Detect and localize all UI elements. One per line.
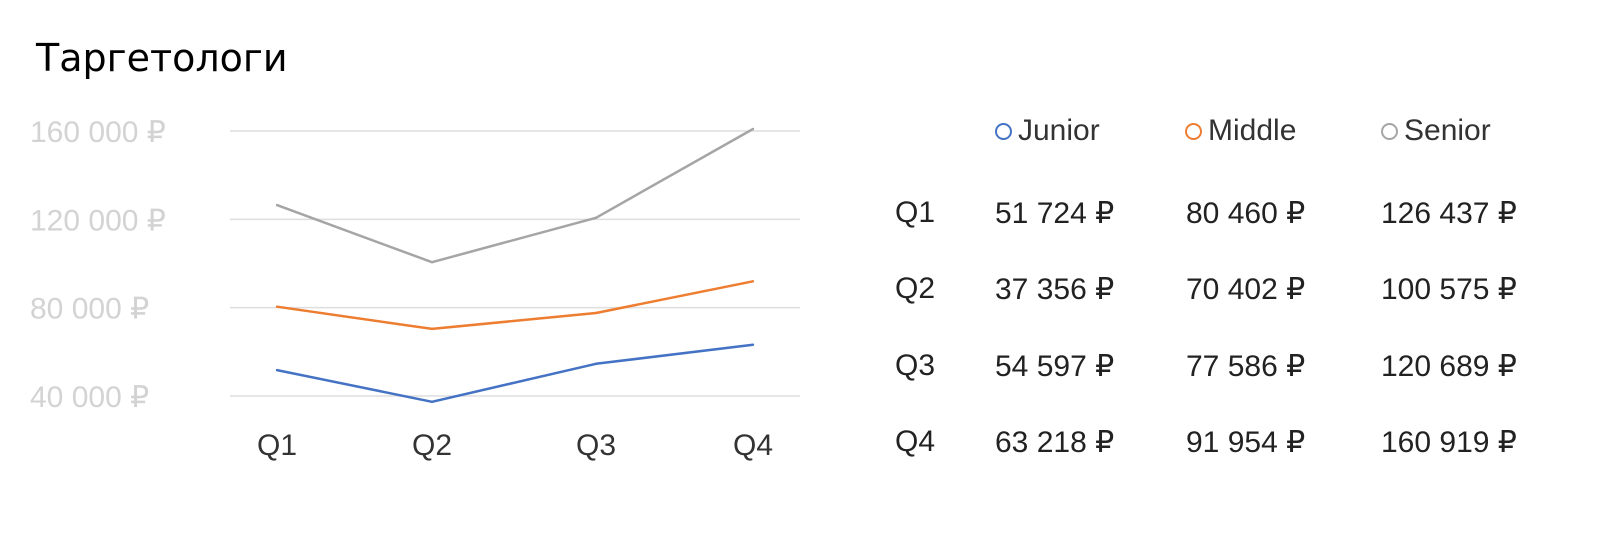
- series-line-middle: [276, 280, 754, 331]
- table-cell: 80 460 ₽: [1186, 197, 1306, 230]
- legend-marker-icon: [995, 122, 1012, 140]
- legend-item-junior: Junior: [995, 114, 1100, 148]
- table-cell: 120 689 ₽: [1381, 350, 1517, 383]
- legend-marker-icon: [1381, 122, 1398, 140]
- legend-item-senior: Senior: [1381, 114, 1491, 148]
- x-tick-label: Q4: [733, 429, 773, 462]
- data-point-middle: [751, 280, 755, 283]
- y-tick-label: 40 000 ₽: [30, 381, 149, 414]
- data-point-senior: [594, 216, 598, 219]
- table-cell: 126 437 ₽: [1381, 197, 1517, 230]
- table-cell: 91 954 ₽: [1186, 426, 1306, 459]
- table-cell: 37 356 ₽: [995, 273, 1115, 306]
- data-point-senior: [430, 261, 434, 264]
- series-line-senior: [276, 127, 754, 264]
- table-row-label: Q1: [895, 196, 936, 229]
- data-point-middle: [594, 311, 598, 315]
- data-point-senior: [275, 203, 279, 207]
- x-tick-label: Q1: [257, 429, 297, 462]
- table-cell: 70 402 ₽: [1186, 273, 1306, 306]
- table-cell: 100 575 ₽: [1381, 273, 1517, 306]
- table-cell: 160 919 ₽: [1381, 426, 1517, 459]
- data-point-junior: [594, 362, 598, 365]
- table-cell: 54 597 ₽: [995, 350, 1115, 383]
- table-cell: 77 586 ₽: [1186, 350, 1306, 383]
- series-line-junior: [276, 343, 754, 404]
- table-row-label: Q2: [895, 272, 936, 305]
- data-point-junior: [751, 343, 755, 346]
- x-tick-label: Q2: [412, 429, 452, 462]
- legend-label: Senior: [1404, 114, 1491, 147]
- legend-item-middle: Middle: [1185, 114, 1296, 148]
- table-row-label: Q4: [895, 425, 936, 458]
- chart-title: Таргетологи: [36, 36, 288, 80]
- legend-label: Middle: [1208, 114, 1297, 147]
- x-tick-label: Q3: [576, 429, 616, 462]
- legend-marker-icon: [1185, 122, 1202, 140]
- y-tick-label: 160 000 ₽: [30, 116, 166, 149]
- data-point-middle: [275, 305, 279, 308]
- y-tick-label: 80 000 ₽: [30, 293, 149, 326]
- y-tick-label: 120 000 ₽: [30, 204, 166, 237]
- table-row-label: Q3: [895, 349, 936, 382]
- data-point-senior: [751, 127, 755, 131]
- data-point-middle: [430, 327, 434, 331]
- line-chart: 40 000 ₽ 80 000 ₽ 120 000 ₽ 160 000 ₽ Q1 Q2 Q3…: [30, 116, 800, 462]
- table-cell: 63 218 ₽: [995, 426, 1115, 459]
- legend-label: Junior: [1018, 114, 1100, 147]
- table-cell: 51 724 ₽: [995, 197, 1115, 230]
- data-point-junior: [430, 400, 434, 403]
- data-point-junior: [275, 368, 279, 372]
